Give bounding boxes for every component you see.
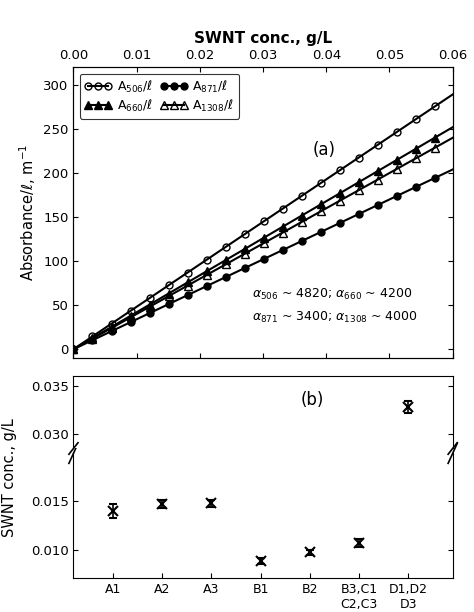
$\mathrm{A}_{506}/\ell$ — [414, 114, 420, 122]
$\mathrm{A}_{871}/\ell$ — [390, 194, 396, 201]
$\mathrm{A}_{660}/\ell$ — [296, 214, 302, 221]
$\mathrm{A}_{506}/\ell$ — [295, 195, 301, 202]
$\mathrm{A}_{660}/\ell$ — [390, 159, 396, 166]
$\mathrm{A}_{660}/\ell$ — [295, 214, 301, 222]
$\mathrm{A}_{871}/\ell$ — [450, 166, 456, 173]
$\mathrm{A}_{871}/\ell$ — [296, 239, 302, 246]
$\mathrm{A}_{506}/\ell$ — [71, 346, 76, 353]
Text: SWNT conc., g/L: SWNT conc., g/L — [2, 418, 17, 537]
Line: $\mathrm{A}_{1308}/\ell$: $\mathrm{A}_{1308}/\ell$ — [69, 133, 457, 353]
$\mathrm{A}_{506}/\ell$ — [72, 345, 78, 352]
$\mathrm{A}_{1308}/\ell$ — [303, 216, 309, 223]
$\mathrm{A}_{871}/\ell$ — [72, 345, 78, 353]
$\mathrm{A}_{660}/\ell$ — [303, 210, 309, 217]
Line: $\mathrm{A}_{506}/\ell$: $\mathrm{A}_{506}/\ell$ — [70, 91, 456, 353]
X-axis label: SWNT conc., g/L: SWNT conc., g/L — [194, 31, 332, 45]
$\mathrm{A}_{660}/\ell$ — [414, 144, 420, 152]
$\mathrm{A}_{1308}/\ell$ — [414, 154, 420, 162]
$\mathrm{A}_{660}/\ell$ — [450, 124, 456, 131]
$\mathrm{A}_{660}/\ell$ — [71, 346, 76, 353]
Legend: $\mathrm{A}_{506}/\ell$, $\mathrm{A}_{660}/\ell$, $\mathrm{A}_{871}/\ell$, $\mat: $\mathrm{A}_{506}/\ell$, $\mathrm{A}_{66… — [80, 73, 239, 119]
$\mathrm{A}_{1308}/\ell$ — [72, 345, 78, 352]
$\mathrm{A}_{506}/\ell$ — [450, 91, 456, 98]
Text: (b): (b) — [301, 391, 324, 409]
Text: $\alpha_{506}$ ~ 4820; $\alpha_{660}$ ~ 4200
$\alpha_{871}$ ~ 3400; $\alpha_{130: $\alpha_{506}$ ~ 4820; $\alpha_{660}$ ~ … — [252, 287, 418, 324]
$\mathrm{A}_{506}/\ell$ — [303, 190, 309, 197]
$\mathrm{A}_{871}/\ell$ — [295, 239, 301, 247]
Text: (a): (a) — [312, 141, 336, 159]
$\mathrm{A}_{506}/\ell$ — [296, 194, 302, 201]
Y-axis label: Absorbance/$\ell$, m$^{-1}$: Absorbance/$\ell$, m$^{-1}$ — [17, 144, 37, 282]
Line: $\mathrm{A}_{871}/\ell$: $\mathrm{A}_{871}/\ell$ — [70, 166, 456, 353]
$\mathrm{A}_{1308}/\ell$ — [71, 346, 76, 353]
$\mathrm{A}_{506}/\ell$ — [390, 131, 396, 138]
$\mathrm{A}_{871}/\ell$ — [303, 236, 309, 243]
$\mathrm{A}_{1308}/\ell$ — [295, 220, 301, 228]
$\mathrm{A}_{871}/\ell$ — [414, 182, 420, 190]
$\mathrm{A}_{1308}/\ell$ — [390, 167, 396, 174]
Line: $\mathrm{A}_{660}/\ell$: $\mathrm{A}_{660}/\ell$ — [69, 123, 457, 353]
$\mathrm{A}_{1308}/\ell$ — [296, 220, 302, 227]
$\mathrm{A}_{871}/\ell$ — [71, 346, 76, 353]
$\mathrm{A}_{1308}/\ell$ — [450, 134, 456, 141]
$\mathrm{A}_{660}/\ell$ — [72, 345, 78, 352]
